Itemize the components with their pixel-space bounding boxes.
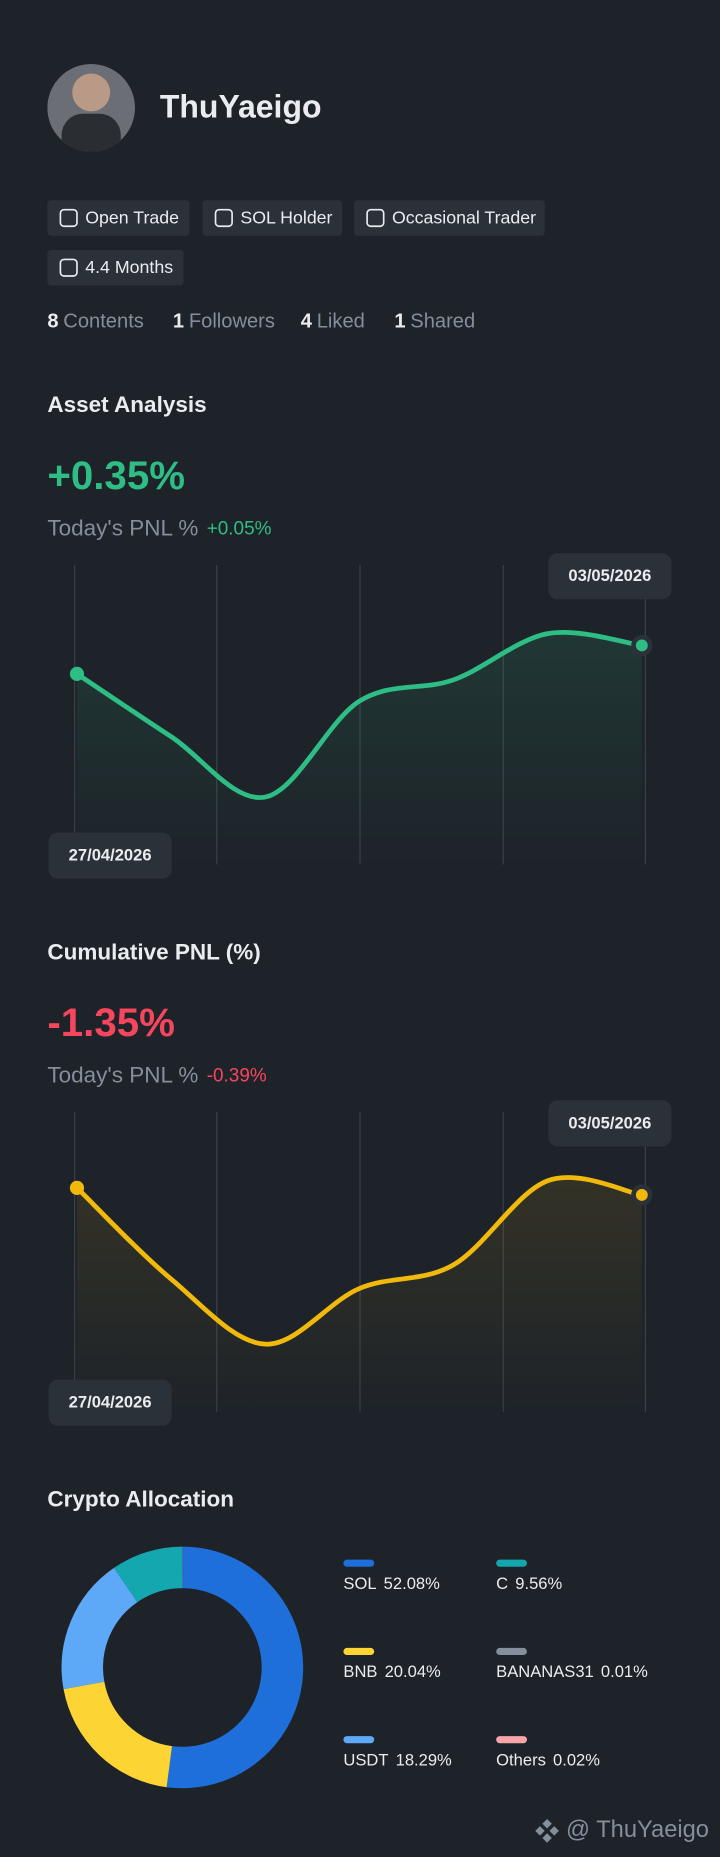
headline-value: +0.35% — [47, 453, 185, 498]
tooltip-bg — [548, 1100, 672, 1147]
chip-bg — [202, 200, 343, 236]
stat-count: 1 — [394, 310, 405, 332]
chip-bg — [47, 249, 184, 286]
donut-slice — [63, 1681, 173, 1788]
legend-swatch — [496, 1736, 527, 1744]
pnl-value: +0.05% — [207, 518, 272, 539]
chip-icon — [59, 208, 78, 228]
end-dot — [635, 1189, 648, 1201]
tag-chip: SOL Holder — [202, 200, 343, 236]
section-title: Asset Analysis — [47, 392, 206, 417]
legend-label: BANANAS31 — [496, 1662, 594, 1681]
chip-bg — [354, 200, 545, 236]
tooltip-bg — [48, 832, 172, 879]
section-title: Cumulative PNL (%) — [47, 939, 260, 964]
start-dot — [69, 1180, 85, 1195]
tag-chip: 4.4 Months — [47, 249, 184, 286]
legend-swatch — [343, 1647, 375, 1656]
tooltip-bg — [548, 553, 672, 600]
pnl-value: -0.39% — [207, 1066, 267, 1087]
donut-slice — [61, 1567, 139, 1690]
legend-label: SOL — [343, 1574, 376, 1593]
line-area — [76, 1177, 642, 1412]
headline-value: -1.35% — [47, 1000, 175, 1045]
legend-label: Others — [496, 1750, 546, 1769]
stat-count: 4 — [301, 310, 313, 332]
end-date: 03/05/2026 — [568, 1113, 651, 1132]
chip-label: SOL Holder — [240, 207, 332, 227]
legend-value: 0.02% — [553, 1750, 600, 1769]
legend-value: 0.01% — [601, 1662, 648, 1681]
tag-chip: Occasional Trader — [354, 200, 545, 236]
stat-count: 8 — [47, 310, 58, 332]
watermark-logo — [535, 1819, 559, 1843]
pnl-label: Today's PNL % — [47, 515, 198, 540]
watermark: @ ThuYaeigo — [566, 1817, 709, 1843]
start-dot — [69, 666, 85, 681]
stat-count: 1 — [173, 310, 184, 332]
user-name: ThuYaeigo — [160, 88, 322, 124]
legend-value: 20.04% — [385, 1662, 441, 1681]
end-dot — [635, 639, 648, 652]
chip-label: Occasional Trader — [392, 207, 536, 227]
pnl-label: Today's PNL % — [47, 1062, 198, 1087]
legend-label: C — [496, 1574, 508, 1593]
stat-label: Followers — [189, 310, 275, 332]
legend-swatch — [343, 1736, 375, 1744]
donut-slice — [166, 1546, 304, 1789]
line — [74, 1175, 645, 1347]
start-date: 27/04/2026 — [69, 846, 152, 865]
line — [74, 630, 645, 800]
end-date: 03/05/2026 — [568, 566, 651, 585]
legend-swatch — [343, 1559, 375, 1567]
legend-swatch — [496, 1647, 527, 1656]
donut-slice — [113, 1546, 183, 1603]
start-date: 27/04/2026 — [69, 1393, 152, 1412]
stat-label: Liked — [317, 310, 365, 332]
legend-value: 18.29% — [396, 1750, 452, 1769]
legend-label: BNB — [343, 1662, 377, 1681]
tooltip-bg — [48, 1379, 172, 1426]
stat-label: Shared — [410, 310, 475, 332]
legend-value: 9.56% — [515, 1574, 562, 1593]
section-title: Crypto Allocation — [47, 1486, 234, 1511]
chip-bg — [47, 200, 190, 236]
line-area — [76, 632, 642, 865]
legend-value: 52.08% — [384, 1574, 440, 1593]
legend-swatch — [496, 1559, 527, 1567]
chip-label: 4.4 Months — [85, 257, 173, 277]
chip-label: Open Trade — [85, 207, 179, 227]
stat-label: Contents — [63, 310, 144, 332]
chip-icon — [59, 258, 78, 277]
chip-icon — [366, 208, 385, 228]
chip-icon — [214, 208, 233, 228]
legend-label: USDT — [343, 1750, 388, 1769]
tag-chip: Open Trade — [47, 200, 190, 236]
